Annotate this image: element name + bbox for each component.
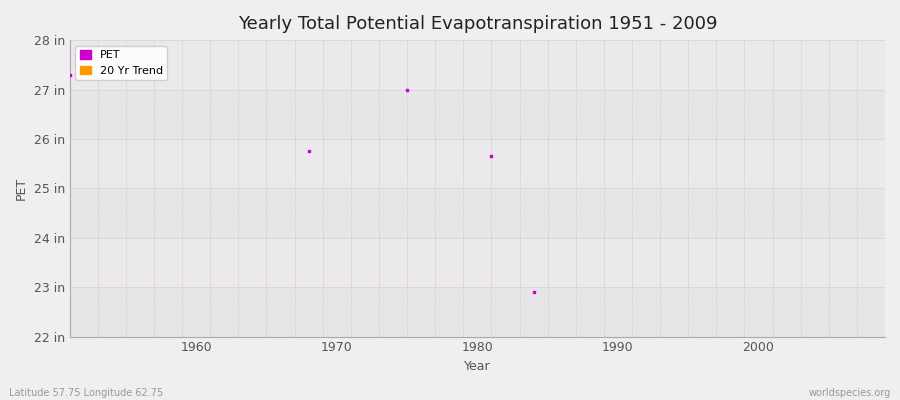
Title: Yearly Total Potential Evapotranspiration 1951 - 2009: Yearly Total Potential Evapotranspiratio… (238, 15, 717, 33)
Bar (69, 188, 885, 238)
Point (484, 153, 499, 160)
Bar (69, 90, 885, 139)
Point (400, 86, 414, 93)
Point (526, 289, 541, 295)
Bar (69, 287, 885, 336)
Text: Latitude 57.75 Longitude 62.75: Latitude 57.75 Longitude 62.75 (9, 388, 163, 398)
Text: worldspecies.org: worldspecies.org (809, 388, 891, 398)
Legend: PET, 20 Yr Trend: PET, 20 Yr Trend (76, 46, 167, 80)
Y-axis label: PET: PET (15, 177, 28, 200)
Point (62, 72, 77, 78)
Point (302, 148, 316, 154)
X-axis label: Year: Year (464, 360, 491, 373)
Bar (69, 238, 885, 287)
Bar (69, 139, 885, 188)
Bar (69, 40, 885, 90)
